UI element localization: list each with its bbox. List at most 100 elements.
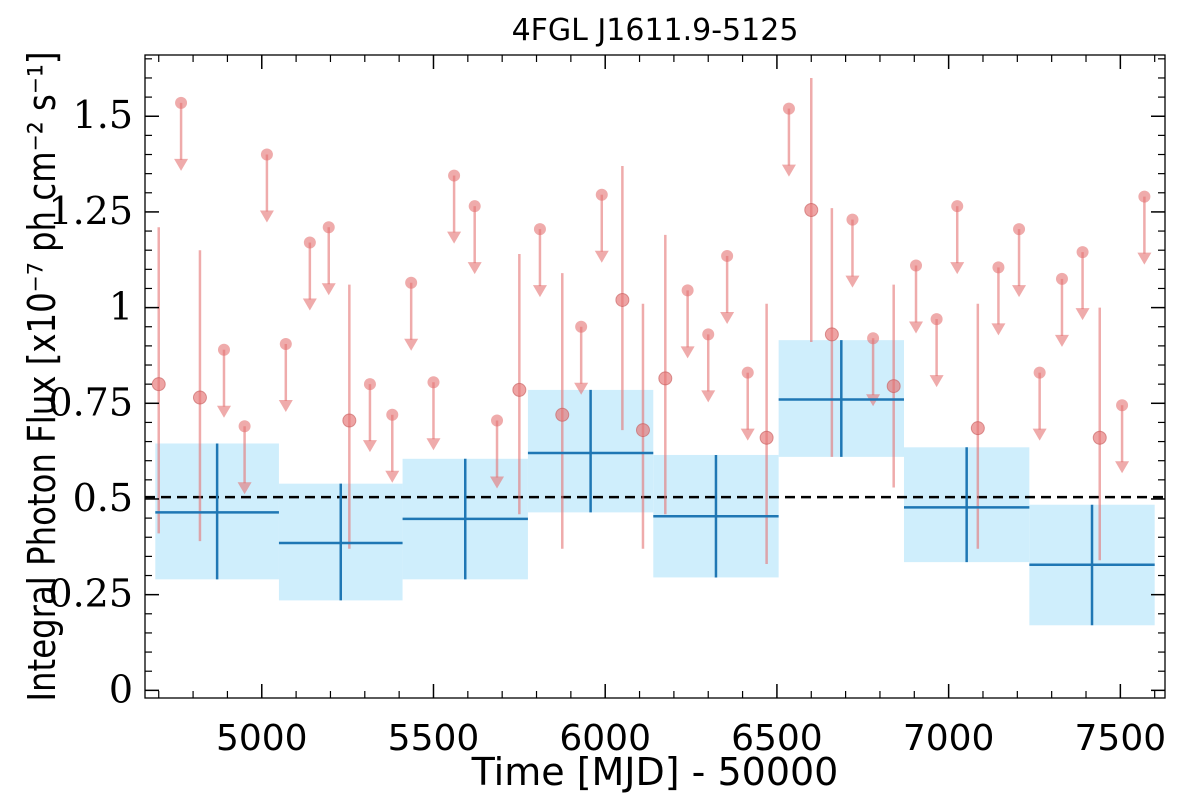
upper-limit-point — [1013, 223, 1026, 236]
upper-limit-arrow-head — [720, 311, 735, 324]
x-tick-label: 7000 — [903, 718, 995, 759]
upper-limit-point — [363, 378, 376, 391]
upper-limit-point — [468, 200, 481, 213]
upper-limit-point — [322, 221, 335, 234]
upper-limit-point — [1033, 366, 1046, 379]
upper-limit-point — [595, 188, 608, 201]
axis-ticks: 5000 5500 6000 6500 7000 7500 0 0.25 0.5 0.75 1 1.2… — [48, 55, 1166, 759]
detection-point — [886, 379, 901, 394]
detection-point — [1092, 430, 1107, 445]
plot-frame — [144, 54, 1166, 699]
upper-limit-arrow-head — [701, 390, 716, 403]
chart-title: 4FGL J1611.9-5125 — [512, 13, 799, 48]
upper-limit-arrow-head — [929, 375, 944, 388]
y-tick-label: 1.25 — [48, 189, 133, 233]
y-tick-label: 1 — [109, 285, 133, 329]
upper-limit-arrow-head — [991, 323, 1006, 336]
upper-limit-arrow-head — [426, 438, 441, 451]
upper-limit-point — [448, 169, 461, 182]
x-tick-label: 6500 — [731, 718, 823, 759]
y-axis-label: Integral Photon Flux [x10⁻⁷ ph cm⁻² s⁻¹] — [20, 52, 64, 702]
x-axis-label: Time [MJD] - 50000 — [471, 750, 839, 794]
upper-limit-arrow-head — [781, 164, 796, 177]
upper-limit-arrow-head — [1075, 308, 1090, 321]
upper-limit-arrow-head — [321, 283, 336, 296]
upper-limit-point — [702, 328, 715, 341]
upper-limit-arrow-head — [278, 399, 293, 412]
upper-limit-point — [491, 414, 504, 427]
upper-limit-arrow-head — [574, 382, 589, 395]
y-tick-label: 0 — [109, 667, 133, 711]
upper-limit-arrow-head — [1054, 334, 1069, 347]
upper-limit-point — [279, 337, 292, 350]
y-tick-label: 0.75 — [48, 380, 133, 424]
upper-limit-point — [930, 313, 943, 326]
upper-limit-point — [405, 276, 418, 289]
upper-limit-point — [427, 376, 440, 389]
detection-point — [658, 371, 673, 386]
upper-limit-point — [386, 408, 399, 421]
upper-limit-point — [217, 343, 230, 356]
upper-limit-arrow-head — [1032, 428, 1047, 441]
y-tick-label: 0.25 — [48, 572, 133, 616]
upper-limit-arrow-head — [447, 231, 462, 244]
upper-limit-arrow-head — [680, 346, 695, 359]
y-tick-label: 0.5 — [73, 476, 133, 520]
detection-point — [512, 382, 527, 397]
upper-limit-point — [867, 332, 880, 345]
upper-limit-arrow-head — [950, 262, 965, 275]
upper-limit-arrow-head — [1012, 285, 1027, 298]
detection-point — [759, 430, 774, 445]
upper-limit-arrow-head — [1115, 461, 1130, 474]
upper-limit-point — [533, 223, 546, 236]
detection-point — [635, 423, 650, 438]
detection-point — [192, 390, 207, 405]
upper-limit-point — [992, 261, 1005, 274]
upper-limit-point — [238, 420, 251, 433]
upper-limit-arrow-head — [404, 338, 419, 351]
upper-limit-point — [175, 96, 188, 109]
upper-limit-arrow-head — [740, 428, 755, 441]
upper-limit-point — [681, 284, 694, 297]
upper-limit-point — [260, 148, 273, 161]
detection-point — [342, 413, 357, 428]
upper-limit-arrow-head — [1137, 252, 1152, 265]
upper-limit-arrow-head — [845, 275, 860, 288]
upper-limit-point — [721, 249, 734, 262]
detection-point — [824, 327, 839, 342]
upper-limit-arrow-head — [302, 298, 317, 311]
upper-limit-arrow-head — [259, 210, 274, 223]
upper-limit-arrow-head — [909, 321, 924, 334]
upper-limit-arrow-head — [385, 470, 400, 483]
upper-limit-point — [910, 259, 923, 272]
upper-limit-arrow-head — [594, 250, 609, 263]
detection-point — [970, 421, 985, 436]
upper-limit-arrow-head — [216, 405, 231, 418]
upper-limit-arrow-head — [467, 262, 482, 275]
short-timescale-layer — [151, 77, 1152, 565]
upper-limit-point — [951, 200, 964, 213]
upper-limit-arrow-head — [237, 482, 252, 495]
upper-limit-arrow-head — [174, 158, 189, 171]
upper-limit-point — [575, 320, 588, 333]
binned-error-bands — [155, 340, 1155, 626]
upper-limit-point — [303, 236, 316, 249]
detection-point — [555, 407, 570, 422]
upper-limit-point — [741, 366, 754, 379]
upper-limit-arrow-head — [490, 476, 505, 489]
detection-point — [615, 292, 630, 307]
x-tick-label: 7500 — [1075, 718, 1167, 759]
upper-limit-point — [1055, 272, 1068, 285]
x-tick-label: 5500 — [388, 718, 480, 759]
x-tick-label: 5000 — [216, 718, 308, 759]
upper-limit-point — [1116, 399, 1129, 412]
binned-flux-layer — [155, 340, 1155, 626]
upper-limit-point — [846, 213, 859, 226]
upper-limit-point — [1076, 246, 1089, 259]
upper-limit-point — [1138, 190, 1151, 203]
upper-limit-arrow-head — [362, 440, 377, 453]
detection-point — [804, 203, 819, 218]
detection-point — [151, 377, 166, 392]
upper-limit-point — [782, 102, 795, 115]
